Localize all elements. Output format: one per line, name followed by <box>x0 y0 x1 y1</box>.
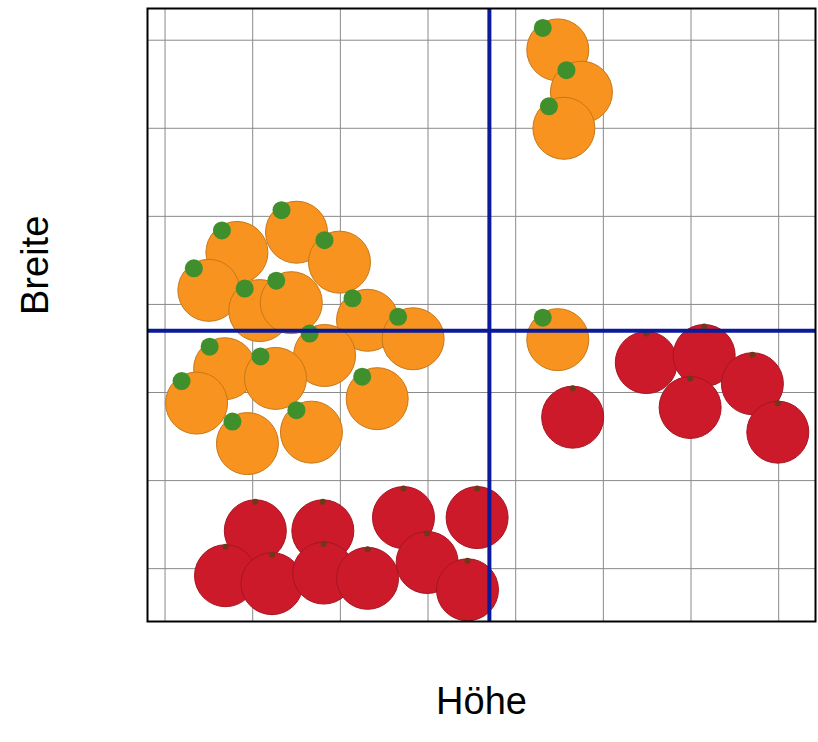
svg-text:Höhe: Höhe <box>436 680 527 722</box>
svg-text:Breite: Breite <box>14 216 56 315</box>
